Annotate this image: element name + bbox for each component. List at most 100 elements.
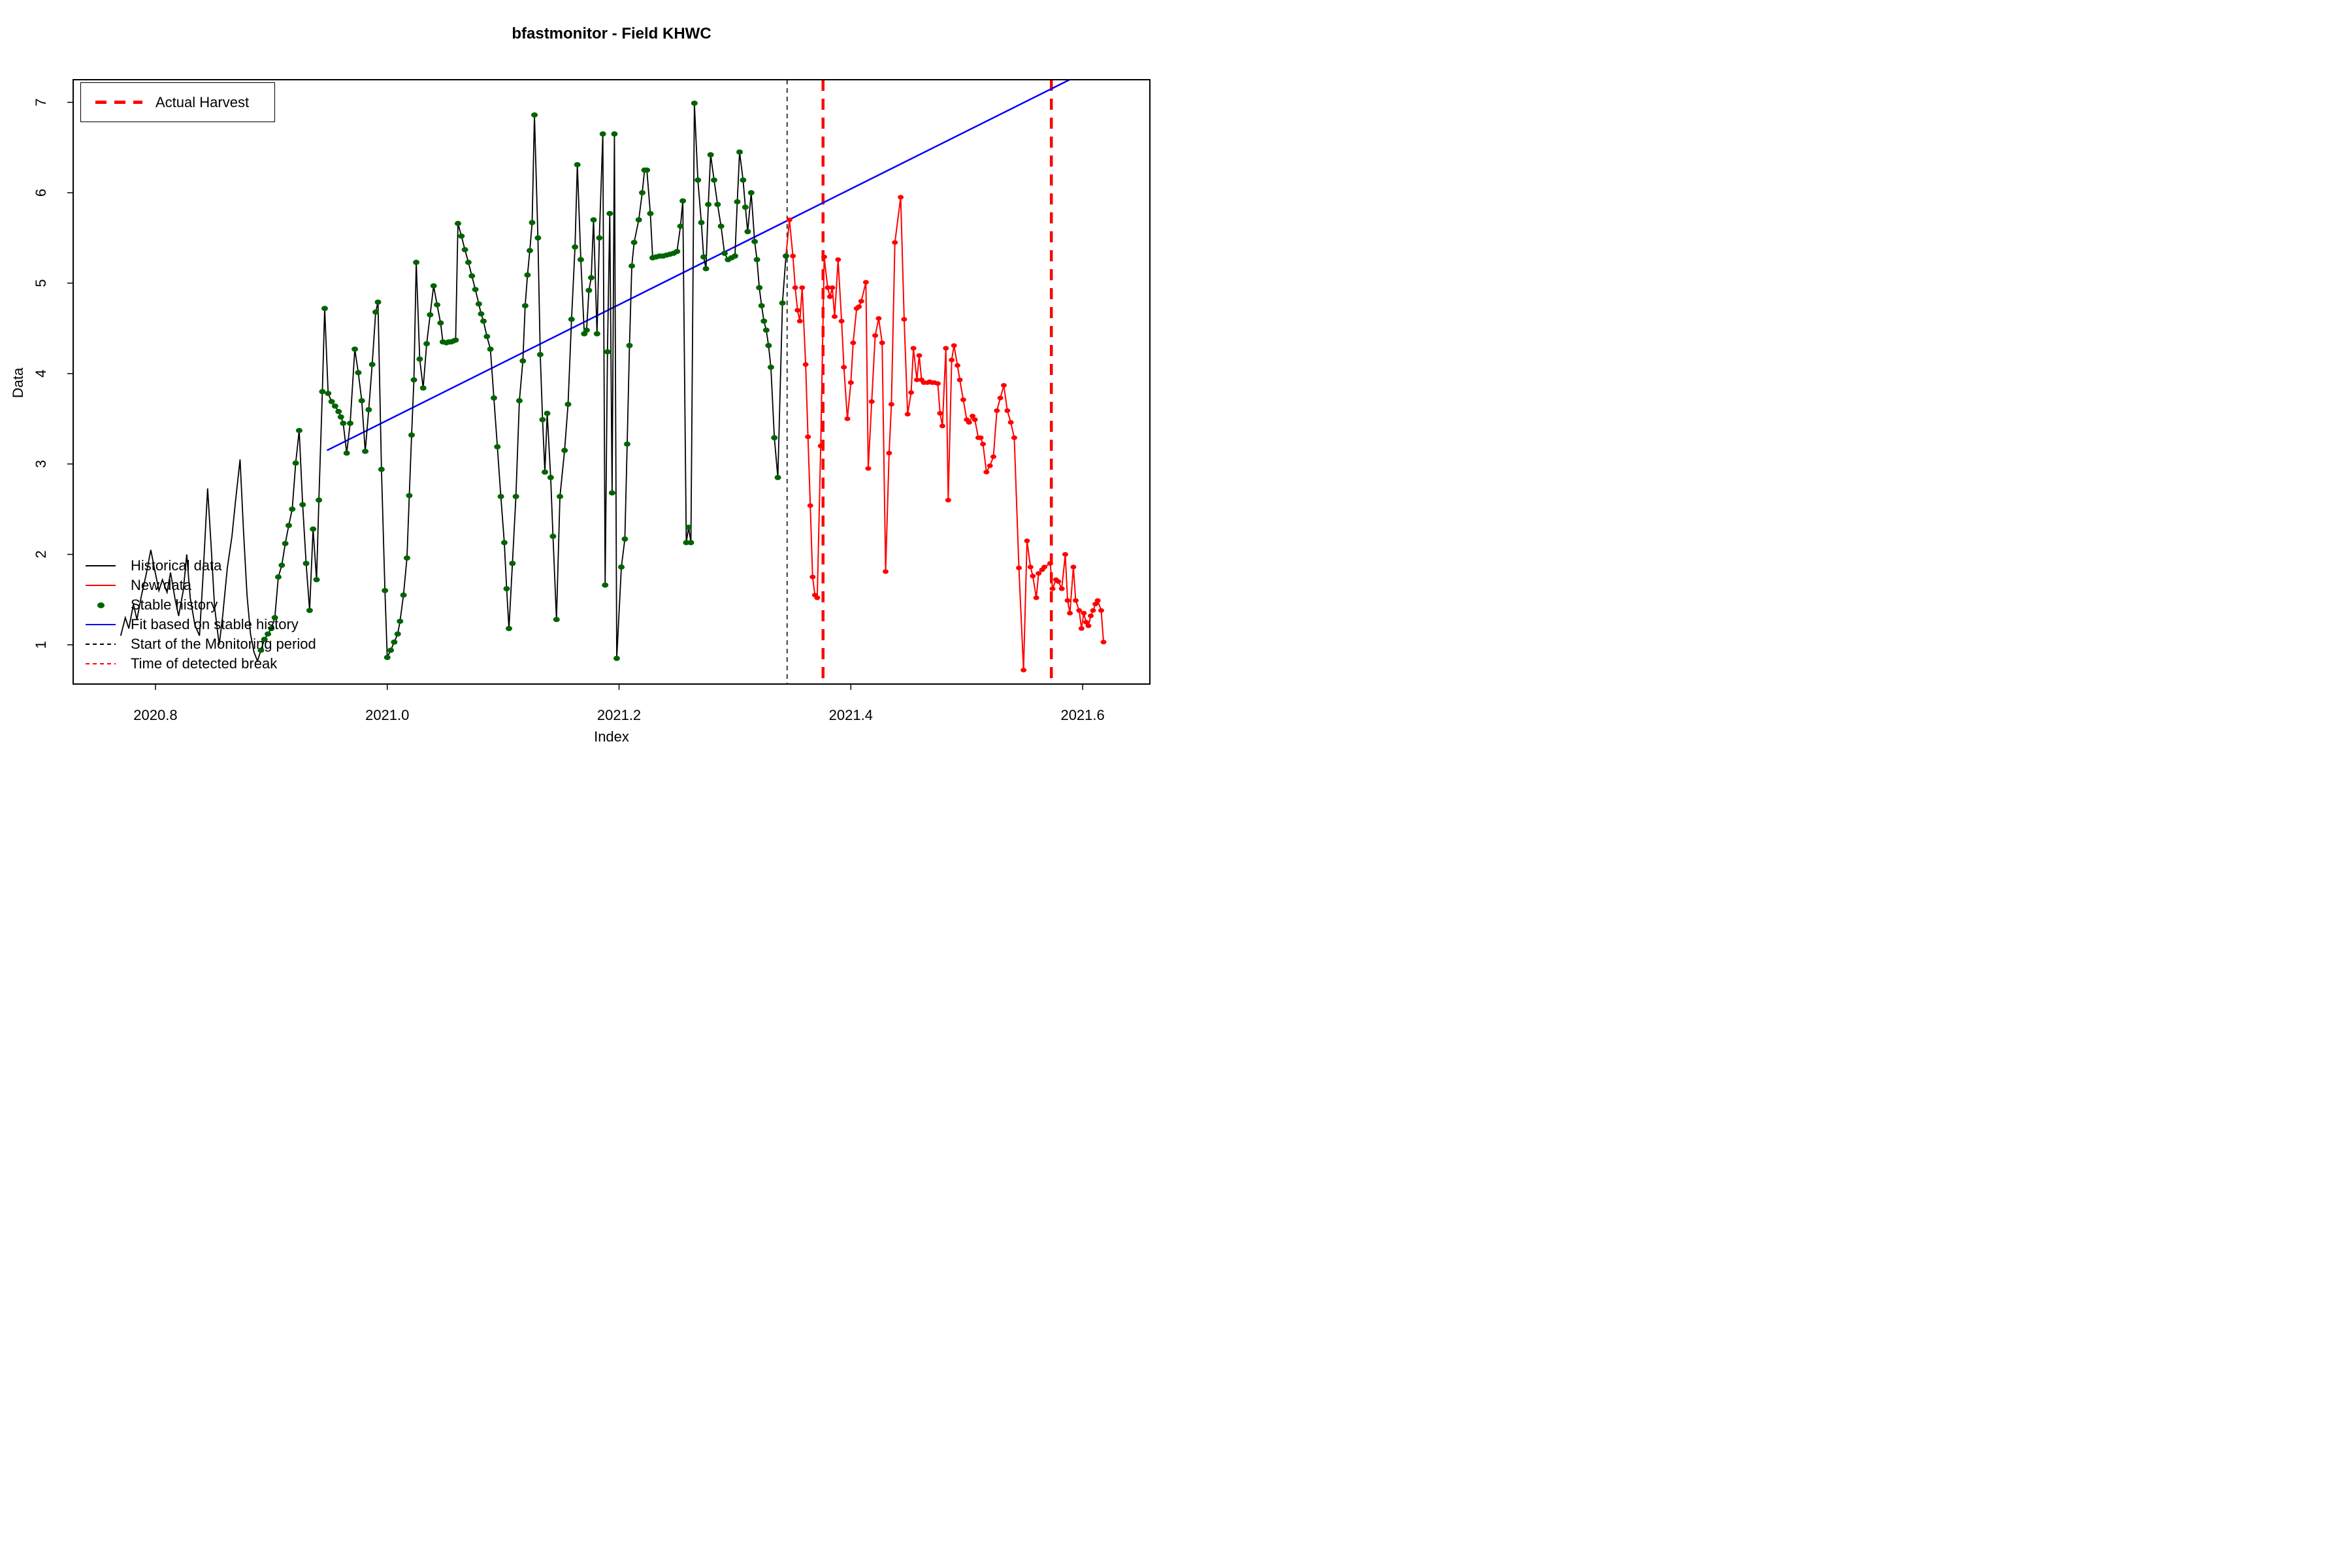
new-data-point (799, 285, 806, 290)
stable-history-point (639, 189, 646, 195)
stable-history-point (403, 555, 410, 561)
stable-history-point (316, 497, 323, 503)
stable-history-point (623, 441, 630, 447)
stable-history-point (509, 561, 516, 566)
new-data-point (1024, 538, 1030, 544)
new-data-point (858, 299, 864, 304)
stable-history-point (531, 112, 538, 118)
stable-history-point (621, 536, 629, 542)
stable-history-point (372, 309, 380, 315)
stable-history-point (382, 587, 389, 593)
new-data-point (1049, 586, 1056, 591)
new-data-point (1030, 574, 1036, 579)
new-data-point (916, 353, 923, 358)
new-data-point (892, 240, 898, 245)
new-data-point (879, 340, 885, 346)
new-data-point (1094, 598, 1101, 603)
stable-history-point (561, 448, 568, 453)
stable-history-point (384, 655, 391, 661)
stable-history-point (736, 149, 743, 155)
stable-history-point (630, 240, 638, 246)
stable-history-point (629, 263, 636, 269)
new-data-point (1098, 608, 1104, 613)
stable-history-point (705, 201, 712, 207)
stable-history-point (271, 615, 278, 621)
actual-harvest-line-sample-icon (95, 101, 142, 104)
stable-history-point (596, 235, 603, 241)
y-axis-label: Data (10, 367, 26, 399)
new-data-point (872, 333, 879, 338)
new-data-point (943, 346, 949, 351)
new-data-point (1067, 611, 1073, 616)
stable-history-point (721, 250, 728, 256)
new-data-point (977, 435, 984, 440)
new-data-point (835, 257, 841, 262)
stable-history-point (374, 299, 382, 305)
stable-history-point (257, 647, 265, 653)
new-data-point (1092, 602, 1099, 607)
new-data-point (1072, 598, 1079, 603)
stable-history-point (319, 389, 326, 395)
stable-history-point (679, 198, 687, 204)
new-data-point (1036, 571, 1042, 576)
stable-history-point (461, 247, 468, 253)
stable-history-point (710, 177, 717, 183)
bfastmonitor-figure: bfastmonitor - Field KHWC 2020.8 2021.0 20… (0, 0, 1176, 784)
new-data-point (910, 346, 917, 351)
fit-line-sample-icon (86, 623, 116, 626)
stable-history-point (299, 502, 306, 508)
new-data-point (826, 294, 833, 299)
stable-history-point (351, 346, 359, 352)
stable-history-point (524, 272, 531, 278)
stable-history-point (394, 631, 401, 637)
stable-history-point (771, 435, 778, 441)
stable-history-point (779, 300, 786, 306)
legend-label: Historical data (131, 557, 222, 574)
new-data-point (960, 397, 966, 402)
stable-history-point (599, 131, 606, 137)
stable-history-point (328, 399, 335, 404)
new-data-point (888, 402, 894, 407)
new-data-point (829, 285, 836, 290)
detected-break-dash-sample-icon (86, 663, 116, 664)
stable-history-point (674, 248, 681, 254)
stable-history-point (774, 474, 781, 480)
new-data-point (1064, 598, 1071, 603)
new-data-point (1076, 608, 1083, 613)
stable-history-point (782, 253, 789, 259)
stable-history-point (539, 417, 546, 423)
stable-history-point (355, 370, 362, 376)
new-data-point (1007, 419, 1014, 425)
new-data-point (841, 365, 847, 370)
new-data-point (875, 316, 882, 321)
x-axis-label: Index (594, 728, 629, 745)
stable-history-point (644, 167, 651, 173)
stable-history-point (365, 407, 372, 413)
new-data-point (856, 304, 862, 309)
stable-history-point (408, 432, 415, 438)
new-data-point (970, 414, 976, 419)
new-data-point (865, 466, 872, 471)
new-data-point (838, 319, 845, 324)
stable-history-point (292, 460, 299, 466)
stable-history-point (549, 533, 557, 539)
stable-history-point (698, 220, 705, 225)
new-data-point (1047, 561, 1053, 566)
stable-history-point (529, 220, 536, 225)
stable-history-point (544, 410, 551, 416)
new-data-point (1081, 611, 1087, 616)
new-data-point (913, 377, 920, 382)
stable-history-point (278, 563, 286, 568)
new-data-point (1062, 552, 1069, 557)
new-data-point (1027, 564, 1034, 570)
new-data-point (949, 357, 955, 363)
new-data-point (807, 503, 813, 508)
stable-history-point (635, 217, 642, 223)
stable-history-point (613, 655, 620, 661)
stable-history-point (553, 617, 560, 623)
new-data-line-sample-icon (86, 585, 116, 586)
new-data-point (1090, 608, 1096, 613)
new-data-point (831, 314, 838, 319)
stable-history-point (343, 450, 350, 456)
new-data-point (908, 390, 915, 395)
